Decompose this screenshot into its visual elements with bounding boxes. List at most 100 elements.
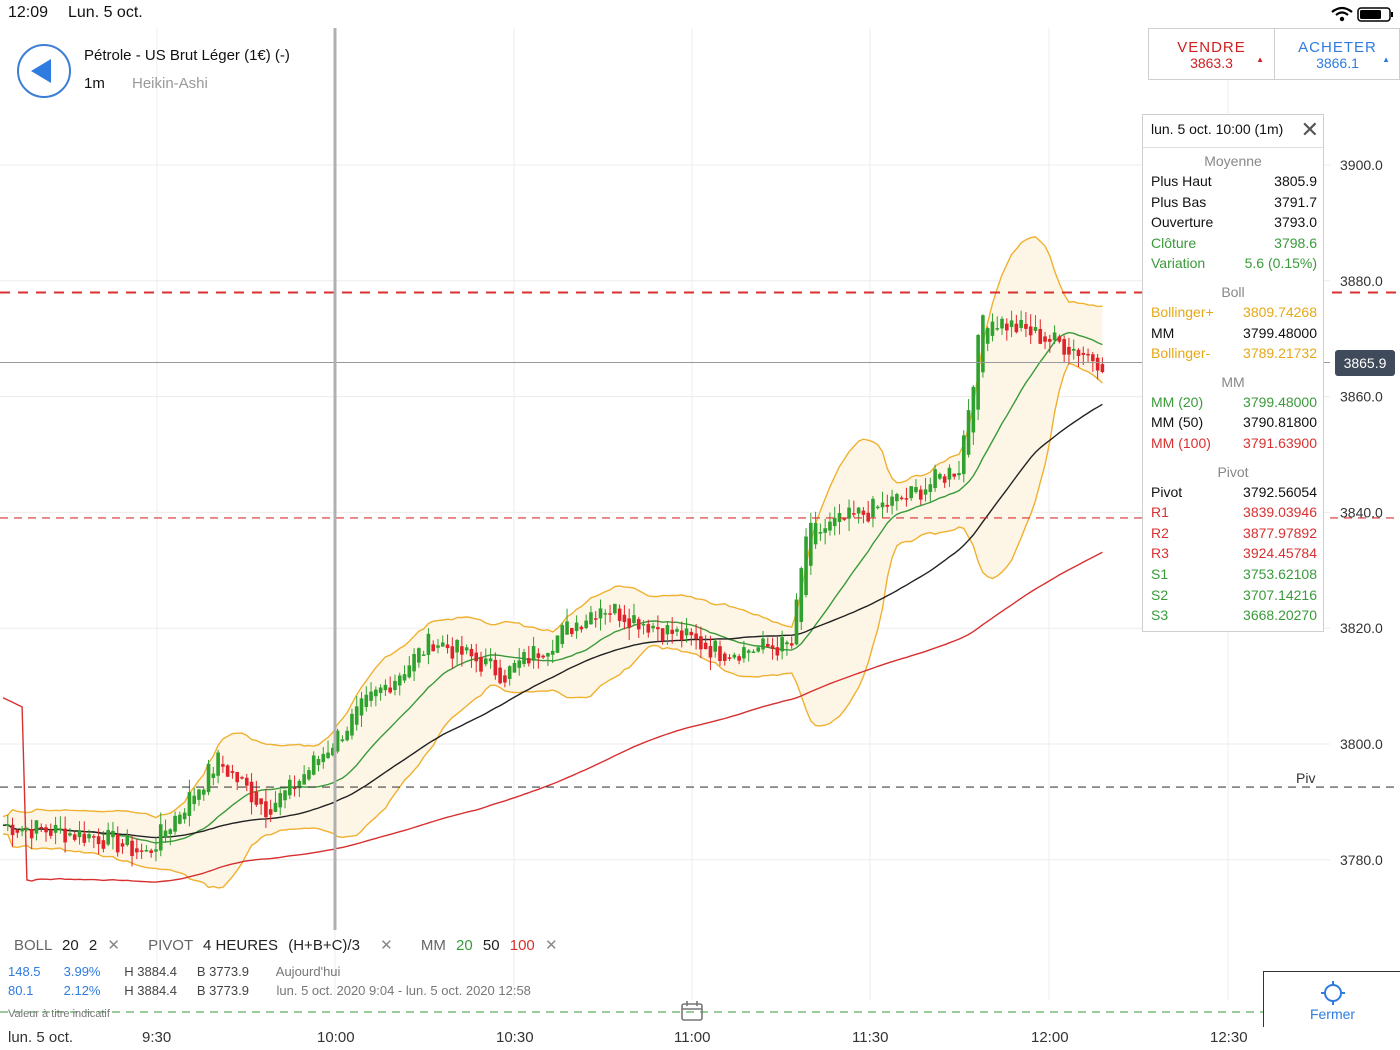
candle-body: [72, 834, 77, 840]
candle-body: [579, 626, 584, 630]
candle-body: [947, 467, 952, 480]
mm20-line: [2, 331, 1103, 844]
candle-body: [871, 498, 875, 518]
candle-body: [598, 608, 603, 619]
status-icons: [1331, 6, 1393, 22]
candle-body: [402, 674, 407, 681]
candle-body: [326, 752, 330, 758]
remove-mm-icon[interactable]: ✕: [544, 937, 558, 954]
tooltip-row: Pivot 3792.56054: [1151, 483, 1317, 500]
candle-body: [431, 644, 435, 652]
candle-body: [359, 698, 364, 716]
y-axis: 3900.0 3880.0 3860.0 3840.0 3820.0 3800.0 3780…: [1340, 157, 1383, 868]
y-tick-label: 3880.0: [1340, 273, 1383, 289]
candle-body: [976, 335, 980, 410]
sell-price: 3863.3: [1190, 55, 1233, 71]
candle-body: [622, 614, 627, 623]
close-crosshair-button[interactable]: Fermer: [1263, 971, 1400, 1027]
candle-body: [49, 829, 53, 836]
tooltip-row: MM (100) 3791.63900: [1151, 435, 1317, 451]
x-tick: 10:00: [317, 1029, 355, 1046]
mm50-line: [2, 403, 1103, 839]
candle-body: [168, 829, 173, 834]
bollinger-upper: [2, 236, 1103, 819]
x-tick-date: lun. 5 oct.: [8, 1029, 74, 1046]
y-tick-label: 3900.0: [1340, 157, 1383, 173]
candle-body: [957, 473, 961, 476]
candle-body: [1048, 339, 1052, 342]
candle-body: [550, 650, 555, 655]
status-time: 12:09: [8, 4, 49, 21]
sell-button[interactable]: VENDRE 3863.3 ▲: [1149, 29, 1275, 79]
info-line-2: 80.1 2.12% H 3884.4 B 3773.9 lun. 5 oct.…: [8, 983, 531, 998]
tooltip-row: R3 3924.45784: [1151, 545, 1317, 562]
candle-body: [636, 619, 641, 630]
tooltip-row: Variation 5.6 (0.15%): [1151, 255, 1317, 272]
candle-body: [115, 834, 120, 853]
candle-body: [364, 694, 369, 707]
candle-body: [847, 507, 851, 519]
bollinger-lower: [2, 362, 1103, 889]
candle-body: [895, 494, 899, 502]
candle-body: [933, 469, 937, 489]
candle-body: [789, 643, 794, 646]
candle-body: [589, 612, 593, 625]
candle-body: [966, 410, 971, 455]
buy-button[interactable]: ACHETER 3866.1 ▲: [1275, 29, 1400, 79]
tooltip-row: S3 3668.20270: [1151, 607, 1317, 624]
back-button[interactable]: [17, 44, 71, 98]
candle-body: [780, 637, 784, 652]
candle-body: [68, 833, 72, 836]
candle-body: [63, 828, 67, 843]
candle-body: [426, 633, 431, 655]
candle-body: [15, 829, 20, 833]
candle-body: [536, 653, 541, 658]
y-tick-label: 3780.0: [1340, 852, 1383, 868]
candle-body: [785, 642, 789, 645]
crosshair-icon: [1321, 981, 1345, 1005]
candle-body: [722, 653, 727, 661]
calendar-icon[interactable]: [680, 1000, 704, 1022]
tooltip-title: lun. 5 oct. 10:00 (1m): [1151, 121, 1284, 137]
candle-body: [646, 624, 651, 633]
candle-body: [34, 820, 39, 834]
candle-body: [1009, 320, 1014, 328]
tooltip-row: Plus Haut 3805.9: [1151, 173, 1317, 189]
remove-pivot-icon[interactable]: ✕: [380, 937, 393, 954]
boll-label: BOLL: [14, 937, 52, 954]
tooltip-section-header: MM: [1221, 373, 1245, 390]
candle-body: [613, 603, 617, 614]
candle-body: [221, 764, 225, 767]
candle-body: [421, 654, 426, 656]
candle-body: [904, 498, 909, 500]
candle-body: [388, 687, 392, 693]
pivot-period: 4 HEURES: [203, 937, 279, 954]
candle-body: [1091, 354, 1095, 362]
close-icon[interactable]: ✕: [1300, 117, 1319, 142]
x-tick: 12:30: [1210, 1029, 1248, 1046]
candle-body: [297, 780, 302, 789]
candle-body: [952, 473, 957, 477]
chart-type-label[interactable]: Heikin-Ashi: [132, 75, 208, 92]
candle-body: [1076, 349, 1081, 357]
candle-body: [679, 630, 684, 641]
candle-body: [813, 522, 818, 545]
tooltip-row: MM (20) 3799.48000: [1151, 393, 1317, 410]
timeframe-label[interactable]: 1m: [84, 75, 105, 92]
candle-body: [58, 828, 63, 830]
candle-body: [87, 834, 91, 839]
candle-body: [641, 623, 646, 626]
candle-body: [440, 642, 445, 647]
remove-boll-icon[interactable]: ✕: [107, 937, 120, 954]
candle-body: [225, 765, 230, 777]
candle-body: [374, 689, 378, 697]
candle-body: [708, 645, 713, 658]
instrument-name: Pétrole - US Brut Léger (1€) (-): [84, 47, 290, 64]
x-tick: 9:30: [142, 1029, 172, 1046]
candle-body: [517, 660, 522, 668]
candle-body: [981, 315, 985, 373]
candle-body: [699, 636, 703, 650]
candle-body: [240, 777, 244, 779]
candle-body: [154, 849, 158, 852]
